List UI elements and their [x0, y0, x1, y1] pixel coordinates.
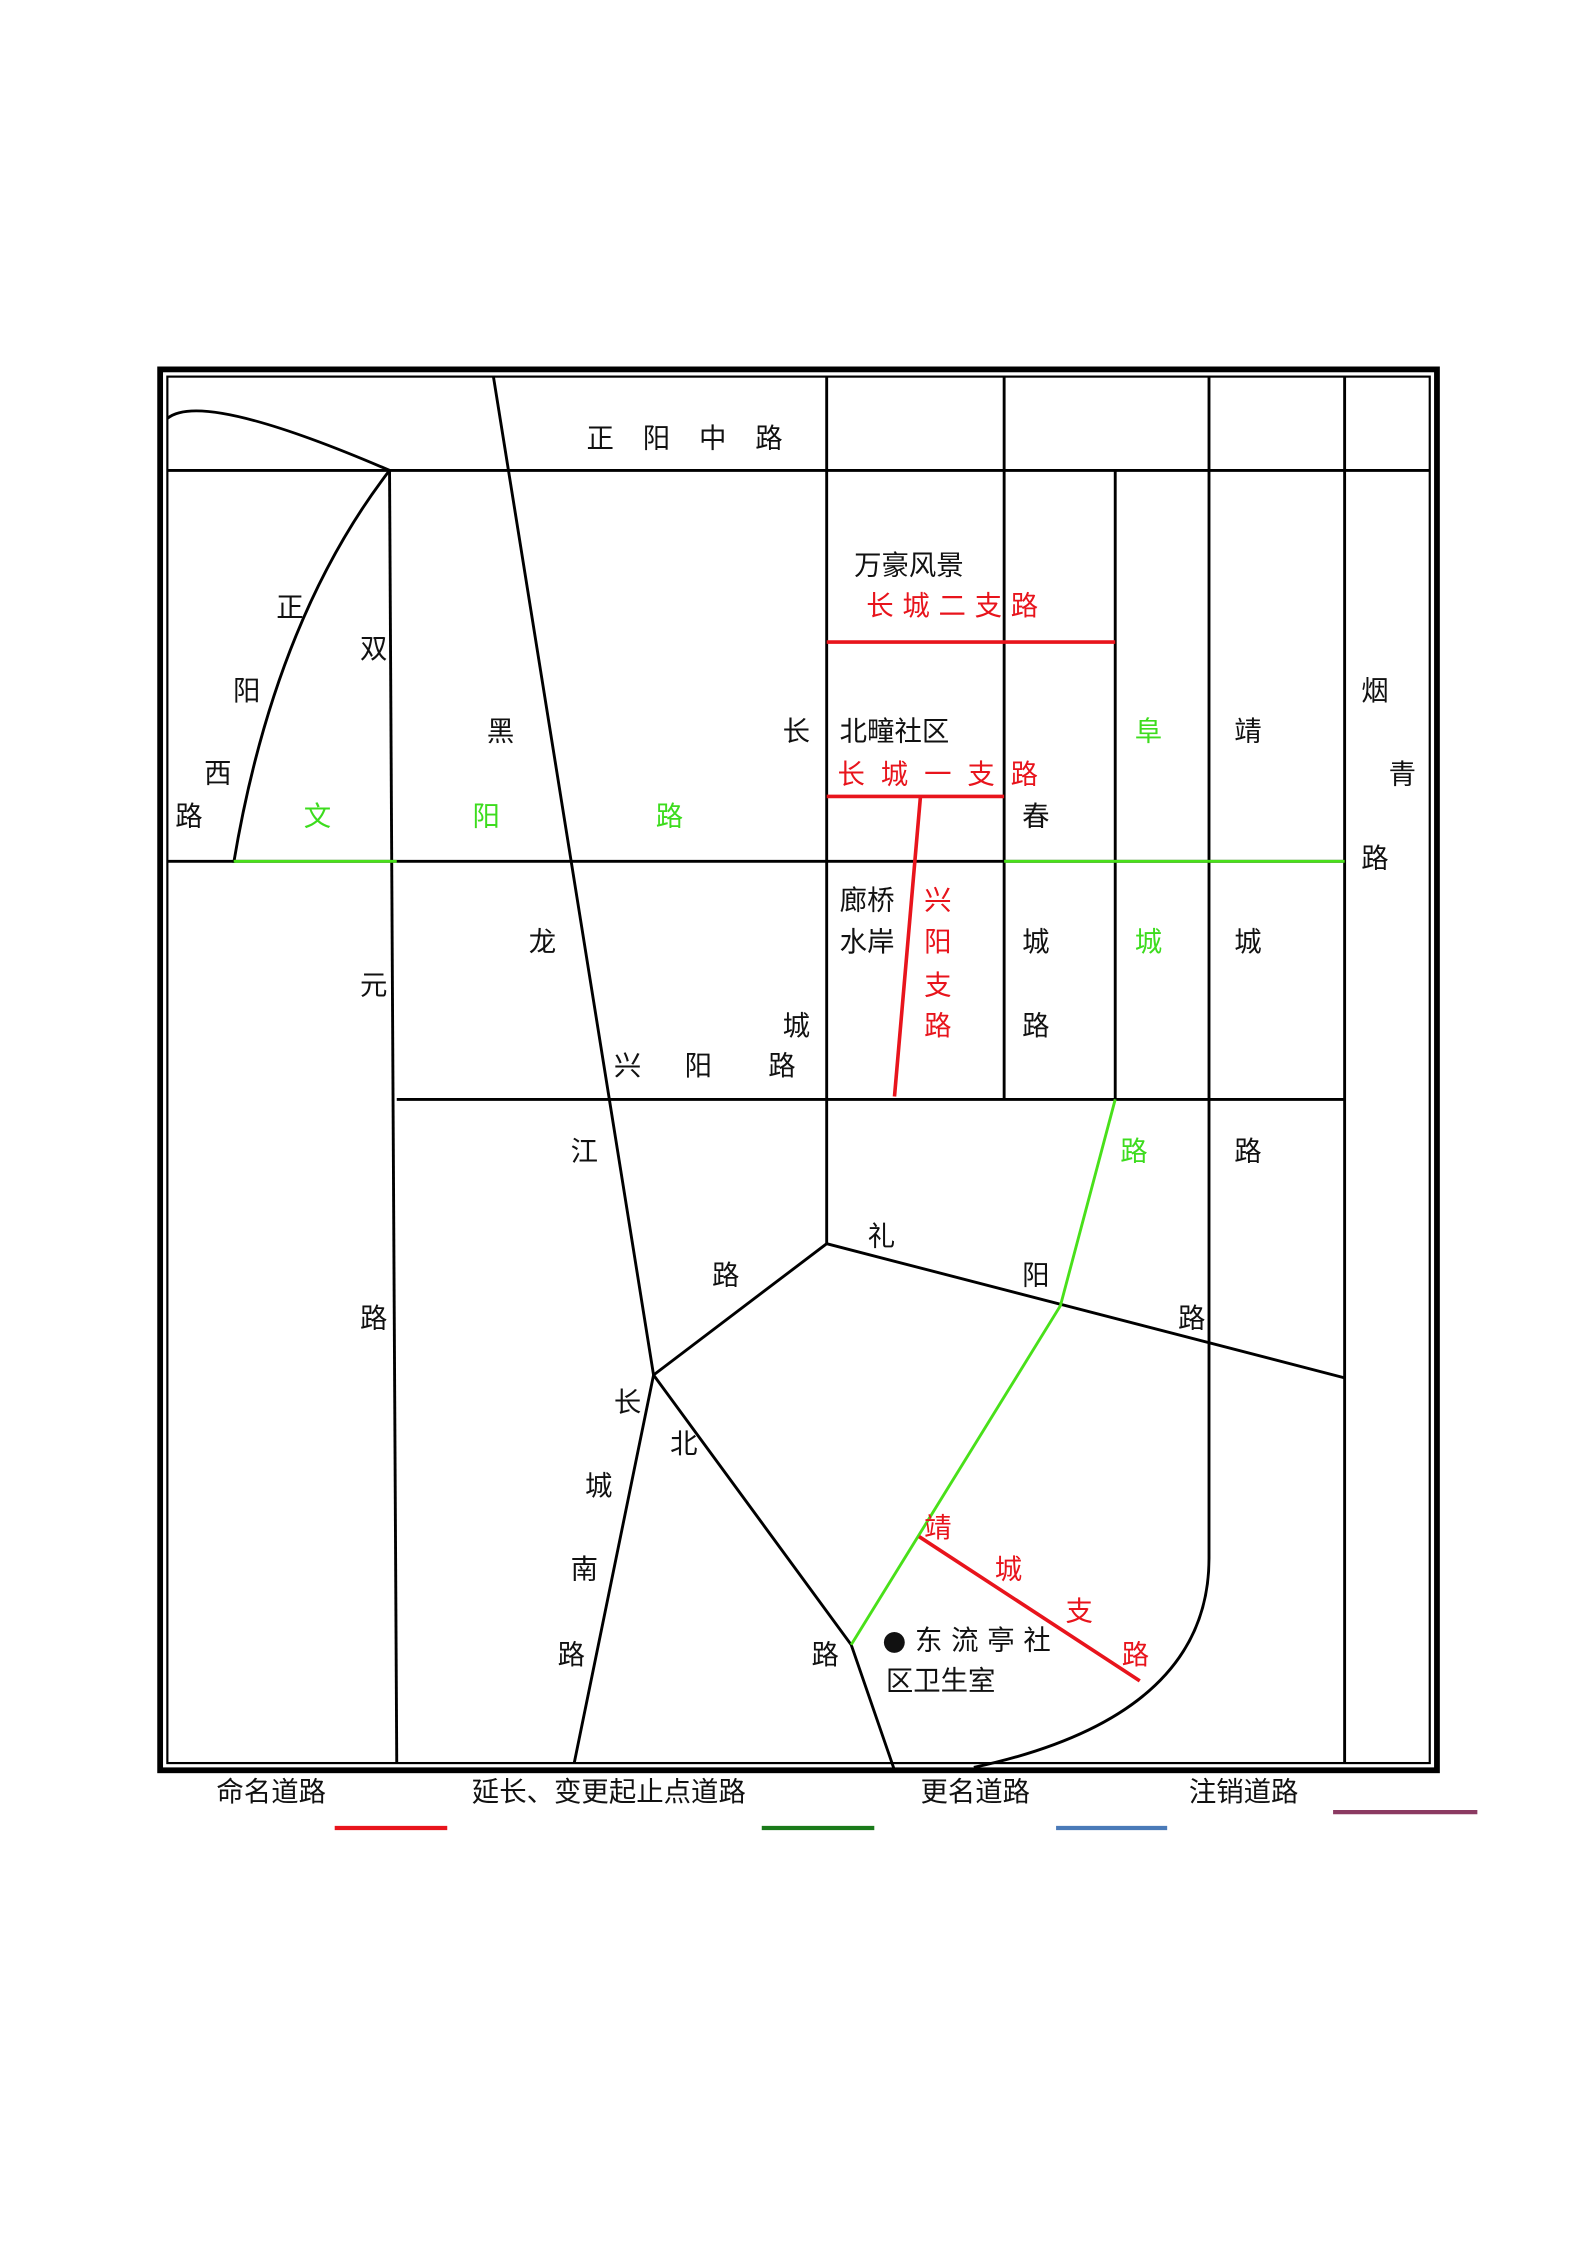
road-label: 西: [204, 758, 231, 789]
road-label: 兴: [614, 1051, 641, 1082]
road-label: 长 城 二 支 路: [866, 591, 1038, 622]
road-label: 路: [1120, 1136, 1147, 1167]
road-label: 支: [1065, 1597, 1092, 1628]
legend-label: 延长、变更起止点道路: [472, 1777, 746, 1808]
road-label: 城: [881, 760, 908, 791]
road-label: 城: [783, 1011, 810, 1042]
road-label: 阜: [1135, 716, 1162, 747]
road-label: 长: [838, 760, 865, 791]
legend-label: 命名道路: [216, 1777, 326, 1808]
road-label: 黑: [487, 716, 514, 747]
road-label: 路: [768, 1051, 795, 1082]
road-label: 北疃社区: [840, 716, 950, 747]
road-label: 城: [1135, 927, 1162, 958]
road-label: 万豪风景: [854, 551, 964, 582]
road-label: 靖: [924, 1513, 951, 1544]
road-label: 城: [1022, 927, 1049, 958]
road-label: 长: [783, 716, 810, 747]
road-label: 兴: [924, 885, 951, 916]
legend-label: 更名道路: [920, 1777, 1030, 1808]
road-label: 区卫生室: [886, 1666, 996, 1697]
road-label: 路: [1011, 760, 1038, 791]
road-label: 元: [360, 970, 387, 1001]
road-label: 正: [276, 592, 303, 623]
road-label: 春: [1022, 802, 1049, 833]
road-label: 支: [924, 970, 951, 1001]
road-label: 阳: [643, 424, 670, 455]
road-label: 路: [812, 1640, 839, 1671]
road-label: 支: [967, 760, 994, 791]
legend-label: 注销道路: [1189, 1777, 1299, 1808]
road-label: 阳: [1022, 1260, 1049, 1291]
road-label: 双: [360, 634, 387, 665]
road-label: 文: [304, 802, 331, 833]
road-label: 中: [699, 424, 726, 455]
road-label: 阳: [472, 802, 499, 833]
road-label: 路: [924, 1011, 951, 1042]
road-label: 城: [995, 1555, 1022, 1586]
road-label: 路: [175, 802, 202, 833]
road-label: 城: [585, 1471, 612, 1502]
road-label: 路: [1361, 843, 1388, 874]
road-label: 阳: [924, 927, 951, 958]
road-label: 城: [1234, 927, 1261, 958]
road-label: 长: [614, 1387, 641, 1418]
road-label: 龙: [529, 927, 556, 958]
road-label: 一: [924, 760, 951, 791]
road-label: 水岸: [840, 927, 895, 958]
road-label: 路: [712, 1260, 739, 1291]
road-label: 礼: [868, 1221, 895, 1252]
road-label: 靖: [1234, 716, 1261, 747]
road-label: 路: [360, 1304, 387, 1335]
road-label: 阳: [685, 1051, 712, 1082]
road-label: ● 东 流 亭 社: [882, 1625, 1050, 1656]
road-label: 烟: [1361, 676, 1388, 707]
road-label: 路: [1178, 1304, 1205, 1335]
roads: [157, 366, 1440, 1774]
road-label: 路: [656, 802, 683, 833]
road-label: 路: [1022, 1011, 1049, 1042]
road-label: 路: [755, 424, 782, 455]
road-label: 北: [670, 1429, 697, 1460]
road-label: 路: [1122, 1640, 1149, 1671]
road-label: 路: [1234, 1136, 1261, 1167]
road-label: 正: [586, 424, 613, 455]
road-label: 廊桥: [840, 885, 895, 916]
road-label: 江: [571, 1136, 598, 1167]
road-label: 路: [558, 1640, 585, 1671]
road-label: 阳: [233, 676, 260, 707]
road-label: 青: [1389, 760, 1416, 791]
road-label: 南: [571, 1555, 598, 1586]
